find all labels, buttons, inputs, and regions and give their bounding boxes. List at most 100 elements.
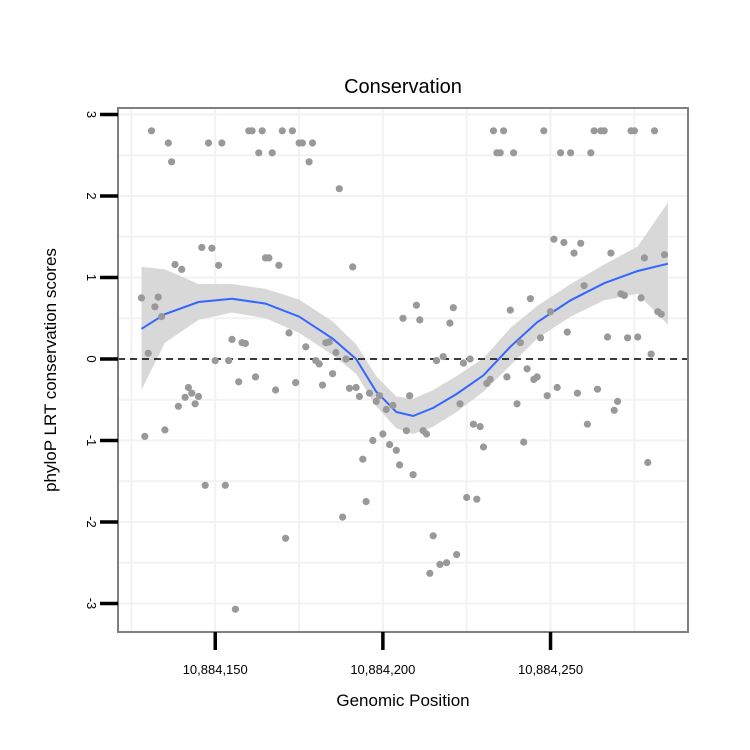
data-point (449, 304, 457, 312)
data-point (285, 329, 293, 337)
data-point (466, 355, 474, 363)
data-point (154, 293, 162, 301)
data-point (339, 513, 347, 521)
data-point (503, 373, 511, 381)
data-point (614, 397, 622, 405)
data-point (620, 291, 628, 299)
data-point (577, 239, 585, 247)
data-point (208, 244, 216, 252)
data-point (587, 149, 595, 157)
data-point (288, 127, 296, 135)
y-tick-label: 0 (84, 355, 99, 362)
data-point (443, 559, 451, 567)
data-point (570, 249, 578, 257)
data-point (215, 261, 223, 269)
data-points (137, 127, 669, 613)
y-tick-label: -1 (84, 435, 99, 447)
data-point (573, 389, 582, 397)
data-point (298, 139, 306, 147)
data-point (292, 379, 300, 387)
data-point (476, 423, 484, 431)
data-point (161, 426, 169, 434)
x-tick-label: 10,884,200 (350, 662, 415, 677)
data-point (500, 127, 508, 135)
y-tick-label: -2 (84, 516, 99, 528)
data-point (402, 427, 410, 435)
data-point (188, 389, 196, 397)
data-point (168, 158, 176, 166)
data-point (382, 405, 390, 414)
data-point (406, 392, 414, 400)
data-point (563, 328, 571, 336)
data-point (516, 339, 525, 347)
y-tick-label: 2 (84, 192, 99, 199)
confidence-band-layer (141, 202, 668, 434)
data-point (583, 420, 592, 428)
data-point (553, 383, 561, 392)
data-point (282, 534, 290, 542)
data-point (278, 127, 286, 135)
data-point (429, 532, 437, 540)
data-point (174, 402, 182, 410)
smooth-line (140, 262, 669, 418)
data-point (194, 392, 203, 401)
data-point (241, 339, 249, 348)
data-point (634, 333, 642, 341)
data-point (409, 471, 417, 479)
data-point (506, 306, 514, 314)
data-point (590, 127, 598, 135)
data-point (272, 386, 280, 394)
data-point (550, 235, 558, 243)
data-point (335, 185, 343, 193)
data-point (432, 357, 441, 365)
data-point (640, 254, 649, 262)
data-point (399, 314, 407, 322)
data-point (144, 349, 152, 357)
data-point (171, 260, 179, 269)
data-point (536, 334, 545, 342)
data-point (446, 319, 454, 327)
data-point (657, 310, 665, 318)
data-point (567, 149, 575, 157)
data-point (379, 430, 387, 438)
data-point (325, 338, 333, 346)
data-point (141, 432, 149, 440)
x-axis-label: Genomic Position (336, 691, 469, 710)
data-point (362, 498, 370, 506)
y-tick-label: 3 (84, 111, 99, 118)
data-point (225, 357, 233, 365)
data-point (178, 265, 186, 273)
chart-title: Conservation (344, 76, 462, 98)
data-point (389, 401, 397, 409)
y-axis-label: phyloP LRT conservation scores (41, 248, 60, 492)
data-point (496, 149, 504, 157)
data-point (369, 436, 377, 445)
data-point (557, 149, 565, 157)
data-point (349, 263, 357, 271)
y-tick-label: 1 (84, 274, 99, 281)
data-point (453, 551, 461, 559)
data-point (543, 392, 551, 400)
data-point (479, 443, 488, 451)
data-point (191, 400, 199, 408)
data-point (660, 251, 669, 259)
smooth-fit-layer (140, 262, 669, 418)
x-tick-label: 10,884,150 (183, 662, 248, 677)
data-point (147, 127, 156, 135)
data-point (218, 139, 226, 147)
data-point (523, 365, 531, 373)
data-point (198, 243, 206, 251)
data-point (416, 316, 424, 324)
data-point (647, 350, 655, 358)
data-point (644, 458, 652, 467)
data-point (255, 149, 263, 157)
data-point (137, 294, 146, 302)
data-point (204, 139, 213, 147)
data-point (329, 370, 337, 378)
data-point (302, 343, 310, 351)
data-point (630, 127, 639, 135)
y-tick-label: -3 (84, 598, 99, 610)
data-point (422, 430, 431, 438)
data-point (650, 127, 659, 135)
data-point (540, 127, 548, 135)
